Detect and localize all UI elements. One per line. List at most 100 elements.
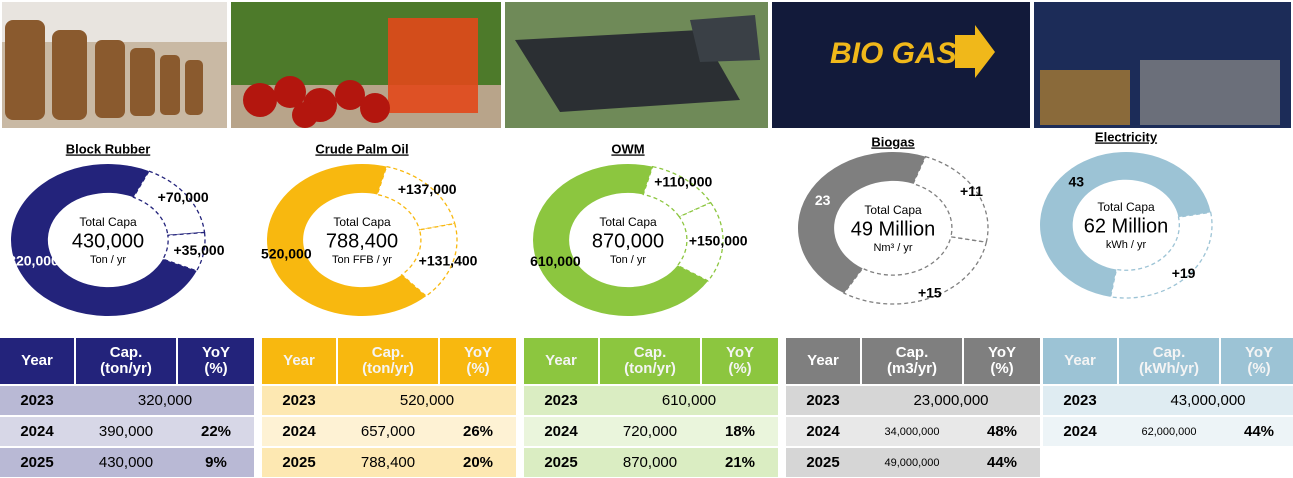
table-year: 2024 [544, 423, 578, 440]
chart-title: Electricity [1095, 129, 1158, 144]
segment-label: +19 [1172, 265, 1196, 281]
center-unit: Ton FFB / yr [332, 254, 392, 266]
table-header: Cap. [110, 344, 143, 361]
table-header: Year [807, 352, 839, 369]
table-header: (%) [204, 360, 227, 377]
chart-title: Crude Palm Oil [315, 141, 408, 156]
table-header: (%) [466, 360, 489, 377]
table-header: Cap. [634, 344, 667, 361]
table-cap: 720,000 [623, 423, 677, 440]
center-total: 430,000 [72, 230, 144, 252]
table-yoy: 48% [987, 423, 1017, 440]
center-unit: Ton / yr [610, 254, 646, 266]
table-cap: 62,000,000 [1141, 426, 1196, 438]
table-year: 2025 [282, 454, 315, 471]
center-total: 788,400 [326, 230, 398, 252]
table-cap: 34,000,000 [884, 426, 939, 438]
table-yoy: 44% [1244, 423, 1274, 440]
center-unit: kWh / yr [1106, 239, 1147, 251]
table-year: 2025 [544, 454, 577, 471]
table-cap: 390,000 [99, 423, 153, 440]
segment-label: 610,000 [530, 253, 581, 269]
segment-label: +137,000 [398, 181, 457, 197]
center-label: Total Capa [599, 215, 657, 229]
table-cap: 610,000 [662, 392, 716, 409]
table-header: (%) [990, 360, 1013, 377]
table-year: 2023 [806, 392, 839, 409]
table-header: Year [545, 352, 577, 369]
table-year: 2023 [544, 392, 577, 409]
table-header: YoY [202, 344, 230, 361]
table-header: Year [21, 352, 53, 369]
table-header: (%) [1247, 360, 1270, 377]
table-header: YoY [1245, 344, 1273, 361]
photo-text: BIO GAS [830, 37, 957, 70]
chart-title: OWM [611, 141, 644, 156]
table-header: Year [283, 352, 315, 369]
table-year: 2025 [20, 454, 53, 471]
chart-title: Block Rubber [66, 141, 151, 156]
table-header: Cap. [1153, 344, 1186, 361]
table-cap: 520,000 [400, 392, 454, 409]
table-year: 2025 [806, 454, 839, 471]
table-year: 2024 [1063, 423, 1097, 440]
beaker [388, 18, 478, 113]
table-cap: 43,000,000 [1170, 392, 1245, 409]
table-year: 2023 [282, 392, 315, 409]
owm-pond2 [690, 15, 760, 62]
segment-label: +150,000 [689, 233, 748, 249]
center-label: Total Capa [1097, 200, 1155, 214]
center-total: 62 Million [1084, 215, 1168, 237]
center-total: 49 Million [851, 218, 935, 240]
table-header: (ton/yr) [100, 360, 152, 377]
donut-segment-added [844, 237, 986, 304]
segment-label: +15 [918, 285, 942, 301]
segment-label: 23 [815, 192, 831, 208]
table-header: Year [1064, 352, 1096, 369]
center-total: 870,000 [592, 230, 664, 252]
segment-label: +131,400 [419, 252, 478, 268]
table-cap: 788,400 [361, 454, 415, 471]
table-year: 2024 [20, 423, 54, 440]
table-cap: 657,000 [361, 423, 415, 440]
segment-label: 43 [1068, 173, 1084, 189]
table-year: 2023 [20, 392, 53, 409]
photos: BIO GAS [2, 2, 1291, 128]
table-cap: 430,000 [99, 454, 153, 471]
table-header: (ton/yr) [624, 360, 676, 377]
table-year: 2023 [1063, 392, 1096, 409]
segment-label: 320,000 [8, 253, 59, 269]
table-header: Cap. [896, 344, 929, 361]
table-header: YoY [464, 344, 492, 361]
table-yoy: 9% [205, 454, 227, 471]
table-header: (%) [728, 360, 751, 377]
table-yoy: 44% [987, 454, 1017, 471]
table-yoy: 18% [725, 423, 755, 440]
center-label: Total Capa [333, 215, 391, 229]
table-cap: 23,000,000 [913, 392, 988, 409]
segment-label: +110,000 [654, 174, 712, 190]
table-yoy: 22% [201, 423, 231, 440]
table-yoy: 26% [463, 423, 493, 440]
center-unit: Nm³ / yr [873, 242, 912, 254]
segment-label: 520,000 [261, 245, 312, 261]
table-header: YoY [726, 344, 754, 361]
plant2 [1140, 60, 1280, 125]
segment-label: +35,000 [173, 242, 224, 258]
table-header: Cap. [372, 344, 405, 361]
infographic: BIO GAS Block Rubber +70,000 +35,000 320,00… [0, 0, 1293, 478]
table-year: 2024 [806, 423, 840, 440]
center-label: Total Capa [79, 215, 137, 229]
table-header: YoY [988, 344, 1016, 361]
segment-label: +70,000 [158, 189, 209, 205]
center-unit: Ton / yr [90, 254, 126, 266]
table-cap: 870,000 [623, 454, 677, 471]
segment-label: +11 [960, 183, 983, 199]
plant [1040, 70, 1130, 125]
table-yoy: 21% [725, 454, 755, 471]
table-cap: 49,000,000 [884, 457, 939, 469]
table-header: (m3/yr) [887, 360, 937, 377]
table-header: (ton/yr) [362, 360, 414, 377]
table-header: (kWh/yr) [1139, 360, 1199, 377]
table-cap: 320,000 [138, 392, 192, 409]
